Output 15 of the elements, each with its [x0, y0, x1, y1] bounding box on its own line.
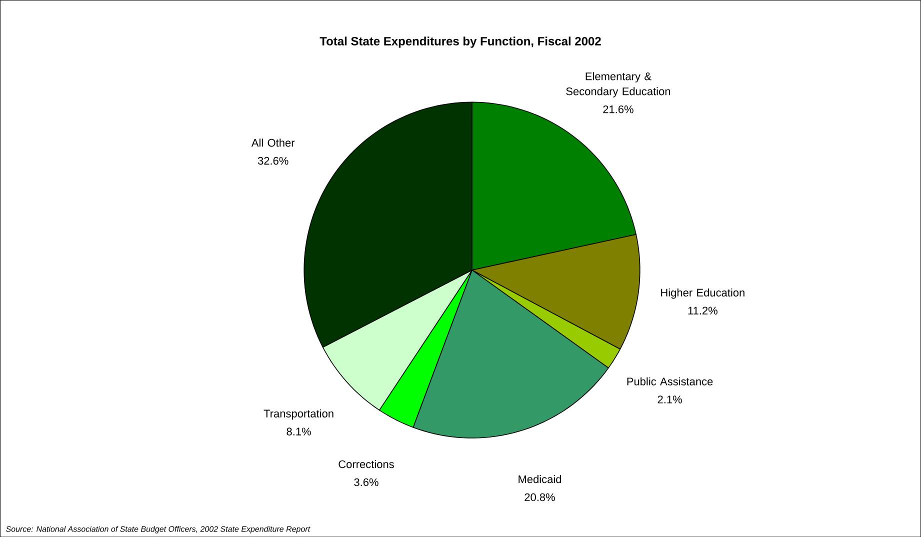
data-label: 11.2% — [688, 306, 718, 314]
slice-label: Elementary & Secondary Education — [566, 72, 670, 98]
data-label: 3.6% — [354, 478, 378, 486]
slice-label: Higher Education — [661, 288, 744, 299]
slice-label: Medicaid — [518, 474, 562, 484]
slice-label: Transportation — [264, 409, 334, 420]
data-label: 8.1% — [286, 428, 311, 436]
data-label: 2.1% — [658, 396, 682, 404]
chart-title: Total State Expenditures by Function, Fiscal 2002 — [320, 36, 601, 48]
data-label: 20.8% — [524, 493, 555, 502]
slice-label: Public Assistance — [627, 377, 713, 386]
slice-label: Corrections — [338, 460, 394, 468]
slice-label: All Other — [251, 138, 295, 147]
data-label: 21.6% — [603, 105, 634, 114]
data-label: 32.6% — [258, 156, 288, 165]
